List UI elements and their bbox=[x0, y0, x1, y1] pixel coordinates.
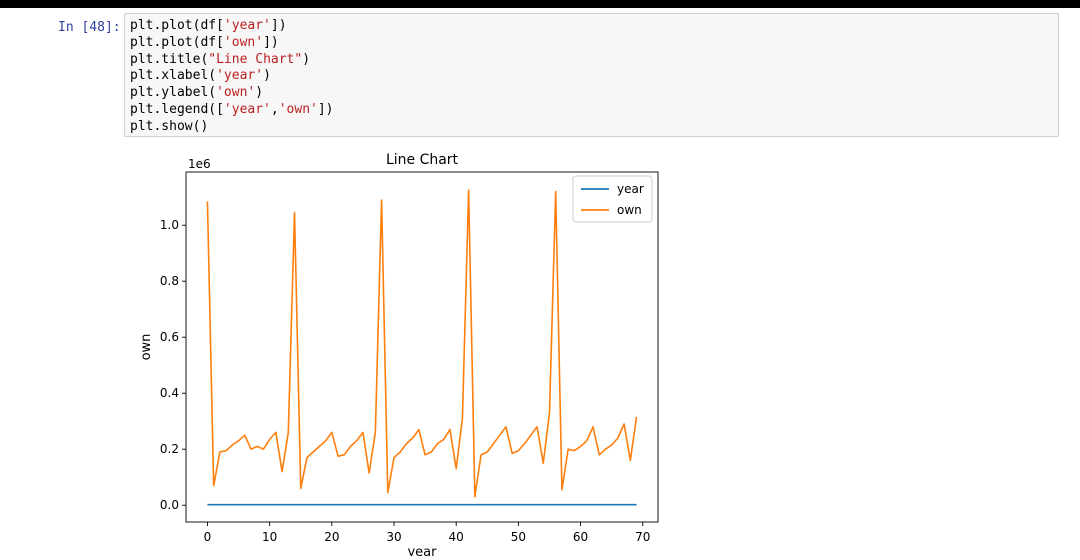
x-tick-label: 10 bbox=[262, 530, 277, 544]
code-token: plt.legend([ bbox=[130, 101, 224, 117]
x-tick-label: 40 bbox=[449, 530, 464, 544]
y-tick-label: 0.0 bbox=[160, 498, 179, 512]
code-token: plt.ylabel( bbox=[130, 85, 217, 101]
code-token: ]) bbox=[263, 34, 279, 50]
code-line: plt.plot(df['own']) bbox=[130, 35, 334, 52]
code-token: ) bbox=[302, 51, 311, 67]
chart-title: Line Chart bbox=[386, 152, 459, 168]
x-tick-label: 20 bbox=[324, 530, 339, 544]
code-string-token: 'year' bbox=[223, 18, 271, 33]
code-string-token: 'year' bbox=[223, 101, 271, 117]
code-string-token: 'own' bbox=[223, 34, 264, 50]
code-line: plt.ylabel('own') bbox=[130, 85, 334, 102]
code-string-token: 'year' bbox=[216, 68, 264, 84]
code-editor[interactable]: plt.plot(df['year']) plt.plot(df['own']) p… bbox=[130, 18, 334, 136]
code-token: ]) bbox=[317, 101, 334, 117]
y-tick-label: 0.6 bbox=[160, 330, 179, 344]
code-token: plt.xlabel( bbox=[130, 68, 217, 84]
code-token: ) bbox=[255, 85, 264, 101]
cell-output: 0 10 20 30 40 50 60 70 0.0 0.2 0.4 0.6 0.8 1.0 1e6 Line… bbox=[124, 142, 684, 560]
code-token: plt.show() bbox=[130, 118, 209, 134]
x-tick-label: 50 bbox=[511, 530, 526, 544]
code-line: plt.legend(['year','own']) bbox=[130, 102, 334, 119]
y-offset-label: 1e6 bbox=[188, 157, 211, 171]
code-line: plt.show() bbox=[130, 119, 334, 136]
y-tick-label: 0.2 bbox=[160, 442, 179, 456]
code-token: plt.plot(df[ bbox=[130, 18, 224, 33]
code-string-token: 'own' bbox=[216, 85, 256, 101]
x-axis-label: year bbox=[407, 545, 437, 556]
y-axis-label: own bbox=[139, 334, 154, 361]
axes-frame bbox=[185, 171, 659, 523]
legend-label-own: own bbox=[617, 203, 642, 217]
y-tick-label: 1.0 bbox=[160, 218, 179, 232]
cell-prompt: In [48]: bbox=[58, 20, 121, 35]
x-tick-label: 70 bbox=[635, 530, 650, 544]
top-bar bbox=[0, 0, 1080, 8]
code-token: plt.title( bbox=[130, 51, 209, 67]
code-token: , bbox=[270, 101, 279, 117]
code-line: plt.title("Line Chart") bbox=[130, 52, 334, 69]
legend-label-year: year bbox=[617, 182, 644, 196]
series-line-own bbox=[206, 189, 638, 498]
x-tick-label: 0 bbox=[204, 530, 212, 544]
code-cell[interactable]: plt.plot(df['year']) plt.plot(df['own']) p… bbox=[124, 13, 1059, 137]
code-token: ]) bbox=[270, 18, 287, 33]
code-token: ) bbox=[263, 68, 271, 84]
code-string-token: "Line Chart" bbox=[208, 51, 303, 67]
y-tick-label: 0.4 bbox=[160, 386, 179, 400]
code-line: plt.xlabel('year') bbox=[130, 68, 334, 85]
line-chart: 0 10 20 30 40 50 60 70 0.0 0.2 0.4 0.6 0.8 1.0 1e6 Line… bbox=[139, 152, 659, 560]
code-token: plt.plot(df[ bbox=[130, 34, 224, 50]
y-tick-label: 0.8 bbox=[160, 274, 179, 288]
x-tick-label: 30 bbox=[386, 530, 401, 544]
x-tick-label: 60 bbox=[573, 530, 588, 544]
code-string-token: 'own' bbox=[278, 101, 318, 117]
code-line: plt.plot(df['year']) bbox=[130, 18, 334, 35]
